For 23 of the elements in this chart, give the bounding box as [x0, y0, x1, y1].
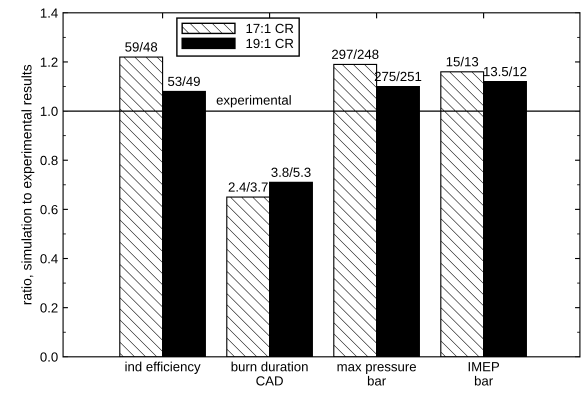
y-tick-label: 0.6 — [40, 204, 58, 214]
y-tick-label: 0.2 — [40, 303, 58, 313]
data-label: 3.8/5.3 — [271, 167, 311, 177]
ref-line-label: experimental — [216, 95, 291, 108]
data-label: 297/248 — [332, 49, 378, 60]
data-label: 13.5/12 — [484, 66, 526, 76]
data-label: 53/49 — [168, 76, 200, 86]
y-tick-label: 1.4 — [40, 8, 58, 18]
y-tick-label: 0.0 — [40, 352, 58, 362]
data-label: 2.4/3.7 — [228, 182, 268, 192]
y-tick-label: 1.2 — [40, 58, 58, 67]
legend-label: 19:1 CR — [246, 38, 294, 48]
y-tick-label: 1.0 — [40, 106, 58, 116]
y-axis-title: ratio, simulation to experimental results — [21, 64, 34, 304]
legend-label: 17:1 CR — [246, 24, 294, 34]
data-label: 15/13 — [446, 56, 478, 66]
x-tick-label: ind efficiency — [125, 362, 201, 374]
x-tick-label: max pressure bar — [338, 364, 416, 386]
y-tick-label: 0.8 — [40, 156, 58, 166]
y-tick-label: 0.4 — [40, 254, 58, 264]
data-label: 59/48 — [125, 42, 158, 52]
x-tick-label: IMEP bar — [468, 362, 500, 386]
x-tick-label: burn duration CAD — [232, 362, 308, 386]
